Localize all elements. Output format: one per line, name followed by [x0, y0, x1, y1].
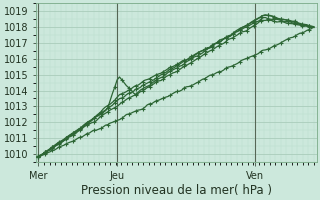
X-axis label: Pression niveau de la mer( hPa ): Pression niveau de la mer( hPa )	[81, 184, 272, 197]
